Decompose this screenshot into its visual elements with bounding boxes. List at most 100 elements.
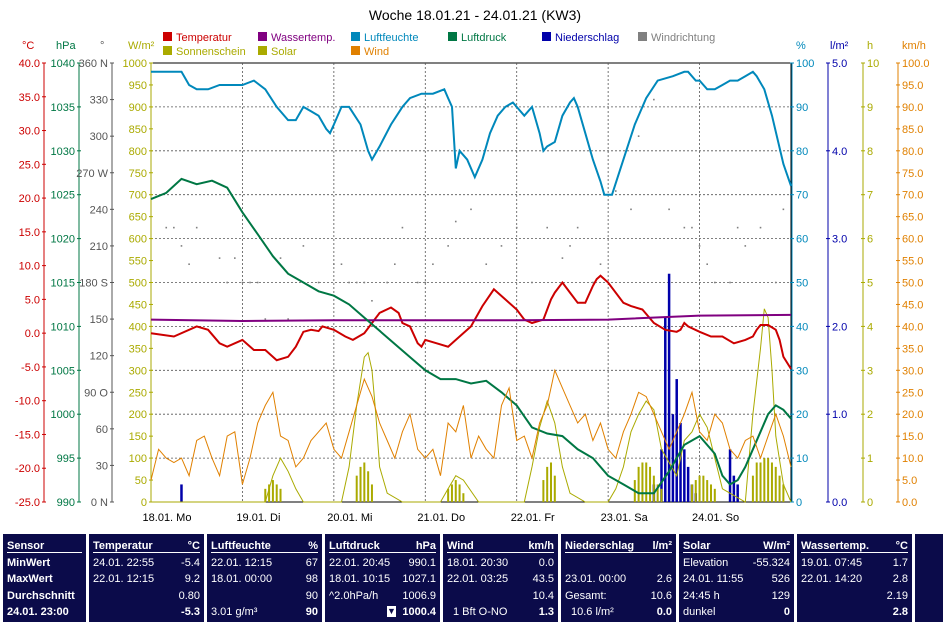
axis-unit-solar: W/m² [128, 40, 155, 52]
axis-unit-direction: ° [100, 40, 104, 52]
chart-svg: Woche 18.01.21 - 24.01.21 (KW3) Temperat… [15, 7, 930, 524]
axis-tick-sunshine: 4 [867, 321, 873, 333]
axis-tick-solar: 700 [129, 190, 147, 202]
axis-tick-direction: 300 [90, 131, 108, 143]
point-windrichtung [454, 220, 457, 223]
point-windrichtung [287, 318, 289, 320]
axis-tick-temp: 15.0 [19, 227, 40, 239]
axis-tick-sunshine: 3 [867, 365, 873, 377]
line-luftdruck [150, 177, 792, 495]
axis-tick-humidity: 40 [796, 321, 808, 333]
temp-min-value: -5.4 [181, 557, 200, 569]
bar-niederschlag [683, 449, 686, 502]
line-series [150, 70, 792, 495]
point-windrichtung [173, 226, 175, 229]
axis-tick-rain: 1.0 [832, 409, 847, 421]
solar-max-value: 526 [771, 573, 790, 585]
axis-tick-sunshine: 5 [867, 278, 873, 290]
x-axis-label: 22.01. Fr [511, 512, 555, 524]
point-windrichtung [180, 245, 183, 247]
bar-sonnenschein [458, 484, 461, 502]
axis-tick-solar: 600 [129, 234, 147, 246]
stats-col-solar: Solar W/m² Elevation -55.324 24.01. 11:55 5… [679, 534, 794, 622]
legend-swatch [163, 32, 172, 41]
axis-tick-wind: 100.0 [902, 58, 930, 70]
axis-tick-solar: 350 [129, 343, 147, 355]
axis-tick-wind: 65.0 [902, 212, 923, 224]
wind-max-time: 22.01. 03:25 [447, 573, 509, 585]
solar-header: Solar [683, 540, 711, 552]
axis-tick-sunshine: 8 [867, 146, 873, 158]
water-header: Wassertemp. [801, 540, 870, 552]
point-windrichtung [714, 281, 716, 284]
point-windrichtung [264, 318, 267, 320]
axis-tick-direction: 0 N [91, 497, 108, 509]
legend-swatch [163, 46, 172, 55]
axis-tick-wind: 75.0 [902, 168, 923, 180]
rain-now-value: 0.0 [656, 606, 672, 618]
bar-sonnenschein [767, 458, 770, 502]
point-windrichtung [653, 98, 655, 101]
legend-swatch [258, 46, 267, 55]
weather-chart: Woche 18.01.21 - 24.01.21 (KW3) Temperat… [15, 7, 930, 524]
legend-swatch [542, 32, 551, 41]
axis-tick-wind: 35.0 [902, 343, 923, 355]
sensor-min-label: MinWert [7, 557, 51, 569]
bar-sonnenschein [268, 484, 271, 502]
hum-max-value: 98 [305, 573, 318, 585]
press-header: Luftdruck [329, 540, 380, 552]
bar-sonnenschein [542, 480, 545, 502]
point-windrichtung [759, 226, 762, 229]
temp-unit: °C [187, 540, 200, 552]
axis-tick-wind: 45.0 [902, 299, 923, 311]
axis-tick-solar: 150 [129, 431, 147, 443]
stats-col-watertemp: Wassertemp. °C 19.01. 07:45 1.7 22.01. 14:… [797, 534, 912, 622]
hum-header: Luftfeuchte [211, 540, 271, 552]
temp-min-time: 24.01. 22:55 [93, 557, 155, 569]
point-windrichtung [614, 190, 617, 192]
wind-beaufort: 1 Bft O-NO [453, 606, 508, 618]
axis-tick-direction: 90 O [84, 387, 108, 399]
axis-tick-temp: -10.0 [15, 396, 40, 408]
axis-tick-rain: 4.0 [832, 146, 847, 158]
axis-tick-wind: 10.0 [902, 453, 923, 465]
solar-now-value: 0 [783, 606, 790, 618]
axis-tick-temp: -15.0 [15, 429, 40, 441]
point-windrichtung [424, 281, 427, 284]
point-windrichtung [371, 299, 373, 302]
axis-tick-solar: 50 [135, 475, 147, 487]
point-windrichtung [302, 245, 305, 247]
point-windrichtung [485, 263, 488, 266]
axis-tick-direction: 240 [90, 204, 108, 216]
water-min-time: 19.01. 07:45 [801, 557, 863, 569]
solar-unit: W/m² [763, 540, 790, 552]
bar-sonnenschein [641, 462, 644, 502]
x-axis-labels: 18.01. Mo 19.01. Di 20.01. Mi 21.01. Do 22.0… [143, 512, 740, 524]
axis-tick-wind: 50.0 [902, 278, 923, 290]
temp-now-value: -5.3 [181, 606, 200, 618]
point-windrichtung [774, 281, 777, 284]
wind-min-time: 18.01. 20:30 [447, 557, 509, 569]
bar-sonnenschein [546, 466, 549, 502]
grid [150, 62, 792, 503]
bar-sonnenschein [652, 475, 655, 502]
axis-tick-pressure: 1025 [51, 190, 75, 202]
axis-tick-temp: 20.0 [19, 193, 40, 205]
axis-tick-humidity: 80 [796, 146, 808, 158]
axes: 40.035.030.025.020.015.010.05.00.0-5.0-1… [15, 58, 930, 509]
axis-tick-solar: 250 [129, 387, 147, 399]
point-windrichtung [432, 263, 434, 266]
axis-tick-humidity: 100 [796, 58, 814, 70]
axis-tick-pressure: 990 [57, 497, 75, 509]
axis-tick-wind: 40.0 [902, 321, 923, 333]
axis-tick-wind: 5.0 [902, 475, 917, 487]
rain-now-label: 10.6 l/m² [571, 606, 614, 618]
point-windrichtung [729, 281, 731, 284]
axis-unit-rain: l/m² [830, 40, 849, 52]
point-windrichtung [241, 281, 244, 284]
bar-sonnenschein [553, 475, 556, 502]
sensor-now-label: 24.01. 23:00 [7, 606, 69, 618]
point-windrichtung [500, 245, 503, 247]
rain-unit: l/m² [652, 540, 672, 552]
point-windrichtung [599, 263, 602, 266]
